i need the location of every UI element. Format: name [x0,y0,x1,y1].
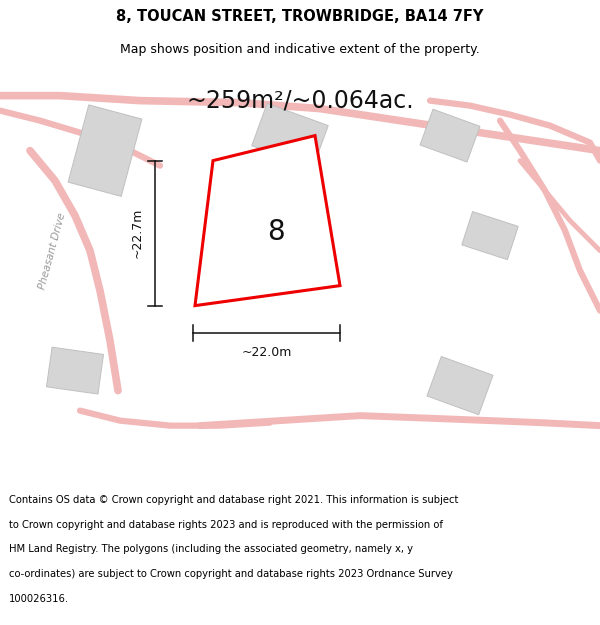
Text: 8, TOUCAN STREET, TROWBRIDGE, BA14 7FY: 8, TOUCAN STREET, TROWBRIDGE, BA14 7FY [116,9,484,24]
Polygon shape [427,356,493,415]
Text: co-ordinates) are subject to Crown copyright and database rights 2023 Ordnance S: co-ordinates) are subject to Crown copyr… [9,569,453,579]
Text: Contains OS data © Crown copyright and database right 2021. This information is : Contains OS data © Crown copyright and d… [9,494,458,504]
Text: ~22.7m: ~22.7m [131,208,143,258]
Polygon shape [195,136,340,306]
Polygon shape [462,212,518,259]
Text: ~22.0m: ~22.0m [241,346,292,359]
Text: Map shows position and indicative extent of the property.: Map shows position and indicative extent… [120,42,480,56]
Text: to Crown copyright and database rights 2023 and is reproduced with the permissio: to Crown copyright and database rights 2… [9,519,443,529]
Text: ~259m²/~0.064ac.: ~259m²/~0.064ac. [186,89,414,112]
Text: 100026316.: 100026316. [9,594,69,604]
Polygon shape [46,348,104,394]
Text: HM Land Registry. The polygons (including the associated geometry, namely x, y: HM Land Registry. The polygons (includin… [9,544,413,554]
Polygon shape [420,109,480,162]
Polygon shape [68,105,142,196]
Text: 8: 8 [267,218,284,246]
Polygon shape [252,103,328,168]
Text: Pheasant Drive: Pheasant Drive [37,211,67,290]
Polygon shape [248,233,312,288]
